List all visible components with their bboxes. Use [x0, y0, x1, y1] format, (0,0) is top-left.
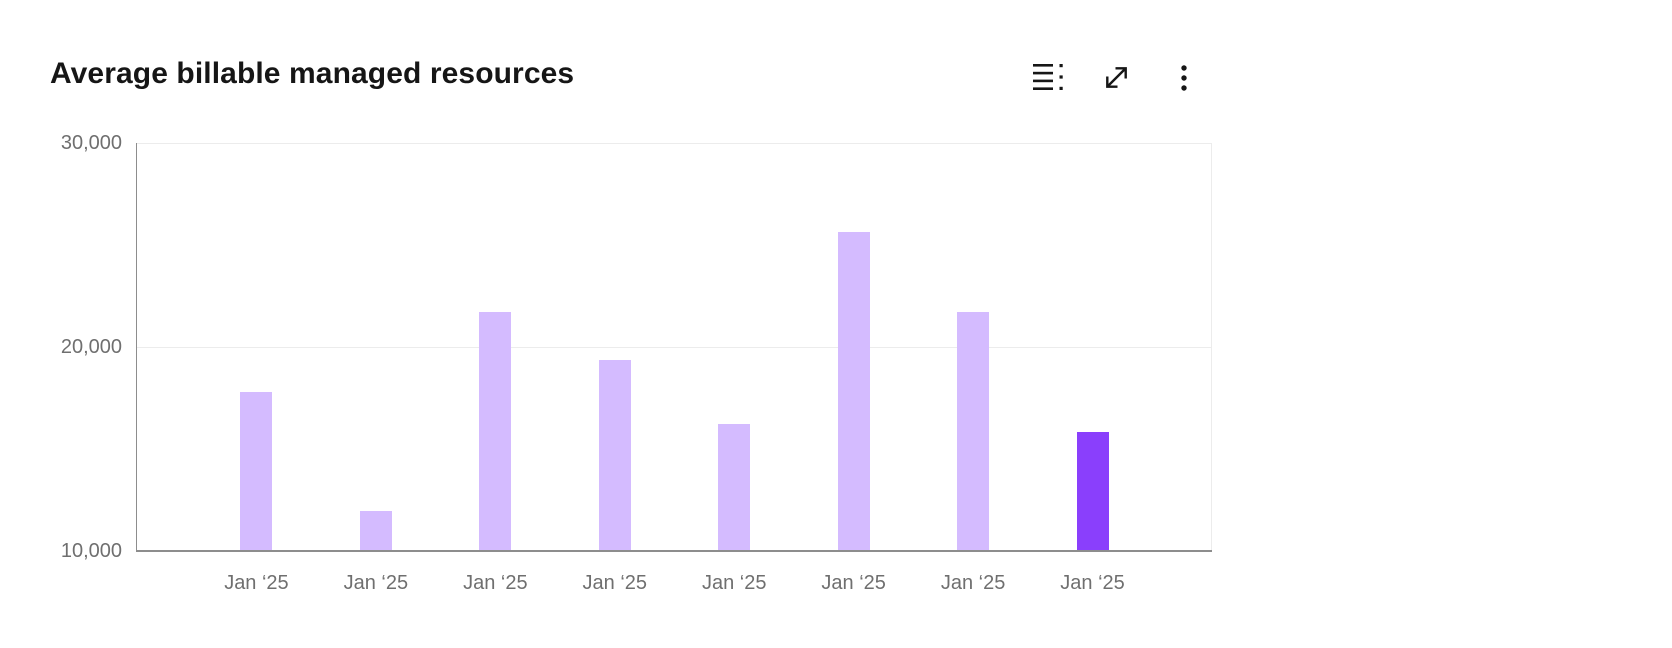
- bar-3[interactable]: [479, 311, 512, 551]
- y-tick-label: 20,000: [60, 336, 122, 358]
- show-data-table-button[interactable]: [1022, 55, 1074, 103]
- bar-6[interactable]: [837, 231, 870, 551]
- bar-1[interactable]: [240, 391, 273, 551]
- x-axis-line: [135, 550, 1212, 552]
- gridline-20,000: [137, 347, 1212, 348]
- x-tick-label: Jan ‘25: [940, 572, 1006, 594]
- y-tick-label: 30,000: [60, 132, 122, 154]
- expand-icon: [1102, 63, 1131, 95]
- x-tick-label: Jan ‘25: [1060, 572, 1125, 594]
- x-tick-label: Jan ‘25: [224, 572, 289, 594]
- x-tick-label: Jan ‘25: [463, 572, 528, 594]
- gridline-30,000: [137, 143, 1212, 144]
- expand-chart-button[interactable]: [1090, 55, 1142, 103]
- plot-right-border: [1211, 143, 1212, 551]
- x-tick-label: Jan ‘25: [343, 572, 409, 594]
- y-tick-label: 10,000: [60, 540, 122, 562]
- x-tick-label: Jan ‘25: [582, 572, 648, 594]
- overflow-menu-icon: [1178, 63, 1190, 96]
- bar-7[interactable]: [957, 311, 990, 551]
- bar-8[interactable]: [1076, 431, 1109, 551]
- x-tick-label: Jan ‘25: [701, 572, 767, 594]
- y-axis-line: [135, 143, 137, 551]
- x-tick-label: Jan ‘25: [821, 572, 886, 594]
- chart-toolbar: [1022, 55, 1210, 103]
- overflow-menu-button[interactable]: [1158, 55, 1210, 103]
- show-data-table-icon: [1033, 64, 1063, 94]
- bar-5[interactable]: [718, 423, 751, 551]
- bar-4[interactable]: [598, 359, 631, 551]
- bar-chart-plot-area: [135, 143, 1212, 552]
- bar-2[interactable]: [359, 511, 392, 551]
- chart-title: Average billable managed resources: [50, 57, 575, 90]
